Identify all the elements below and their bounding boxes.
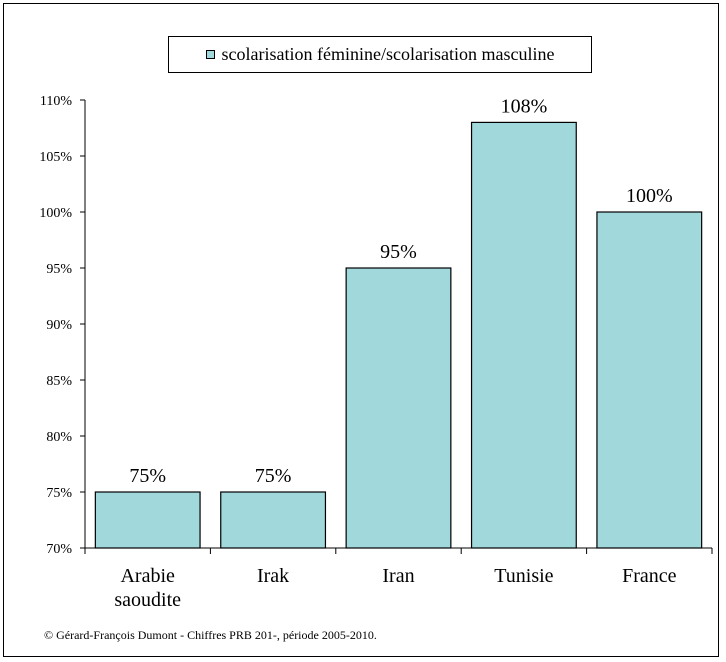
y-tick-label: 90%	[46, 318, 72, 333]
x-category-label: saoudite	[114, 589, 181, 611]
x-category-label: Irak	[257, 565, 289, 587]
x-category-label: Iran	[382, 565, 414, 587]
y-tick-label: 80%	[46, 430, 72, 445]
y-tick-label: 110%	[40, 94, 72, 109]
x-category-label: Arabie	[120, 565, 175, 587]
bar-iran	[345, 267, 452, 549]
bar-tunisie	[470, 121, 577, 549]
y-tick-label: 85%	[46, 374, 72, 389]
legend-swatch	[205, 50, 215, 59]
data-label: 100%	[626, 185, 673, 207]
y-tick-label: 105%	[39, 150, 72, 165]
x-category-label: France	[622, 565, 677, 587]
y-tick-label: 95%	[46, 262, 72, 277]
y-tick-label: 100%	[39, 206, 72, 221]
x-category-label: Tunisie	[494, 565, 553, 587]
data-label: 75%	[255, 465, 292, 487]
data-label: 75%	[129, 465, 166, 487]
data-label: 108%	[501, 95, 548, 117]
legend: scolarisation féminine/scolarisation mas…	[168, 36, 592, 73]
source-note: © Gérard-François Dumont - Chiffres PRB …	[44, 628, 377, 642]
y-tick-label: 70%	[46, 542, 72, 557]
legend-label: scolarisation féminine/scolarisation mas…	[221, 44, 555, 64]
bar-france	[596, 211, 703, 549]
y-tick-label: 75%	[46, 486, 72, 501]
data-label: 95%	[380, 241, 417, 263]
bar-arabie-saoudite	[94, 491, 201, 549]
bar-irak	[220, 491, 327, 549]
